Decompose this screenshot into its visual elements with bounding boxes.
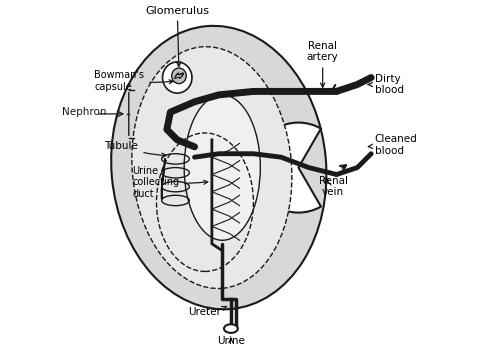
Text: Tubule: Tubule	[105, 141, 166, 157]
Text: Dirty
blood: Dirty blood	[368, 74, 404, 95]
Ellipse shape	[172, 68, 186, 84]
Text: Bowman's
capsule: Bowman's capsule	[94, 70, 173, 92]
Wedge shape	[253, 122, 321, 213]
Text: Renal
vein: Renal vein	[318, 176, 348, 197]
Ellipse shape	[111, 26, 326, 309]
Ellipse shape	[132, 47, 292, 289]
Text: Glomerulus: Glomerulus	[145, 6, 209, 66]
Text: Cleaned
blood: Cleaned blood	[368, 134, 418, 156]
Ellipse shape	[224, 324, 238, 333]
Ellipse shape	[163, 62, 192, 93]
Text: Ureter: Ureter	[188, 306, 227, 317]
Text: Urine
collecting
duct: Urine collecting duct	[132, 166, 208, 199]
Text: Urine: Urine	[217, 336, 245, 346]
Text: Nephron: Nephron	[62, 107, 106, 117]
Ellipse shape	[184, 95, 260, 240]
Text: Renal
artery: Renal artery	[307, 40, 339, 87]
